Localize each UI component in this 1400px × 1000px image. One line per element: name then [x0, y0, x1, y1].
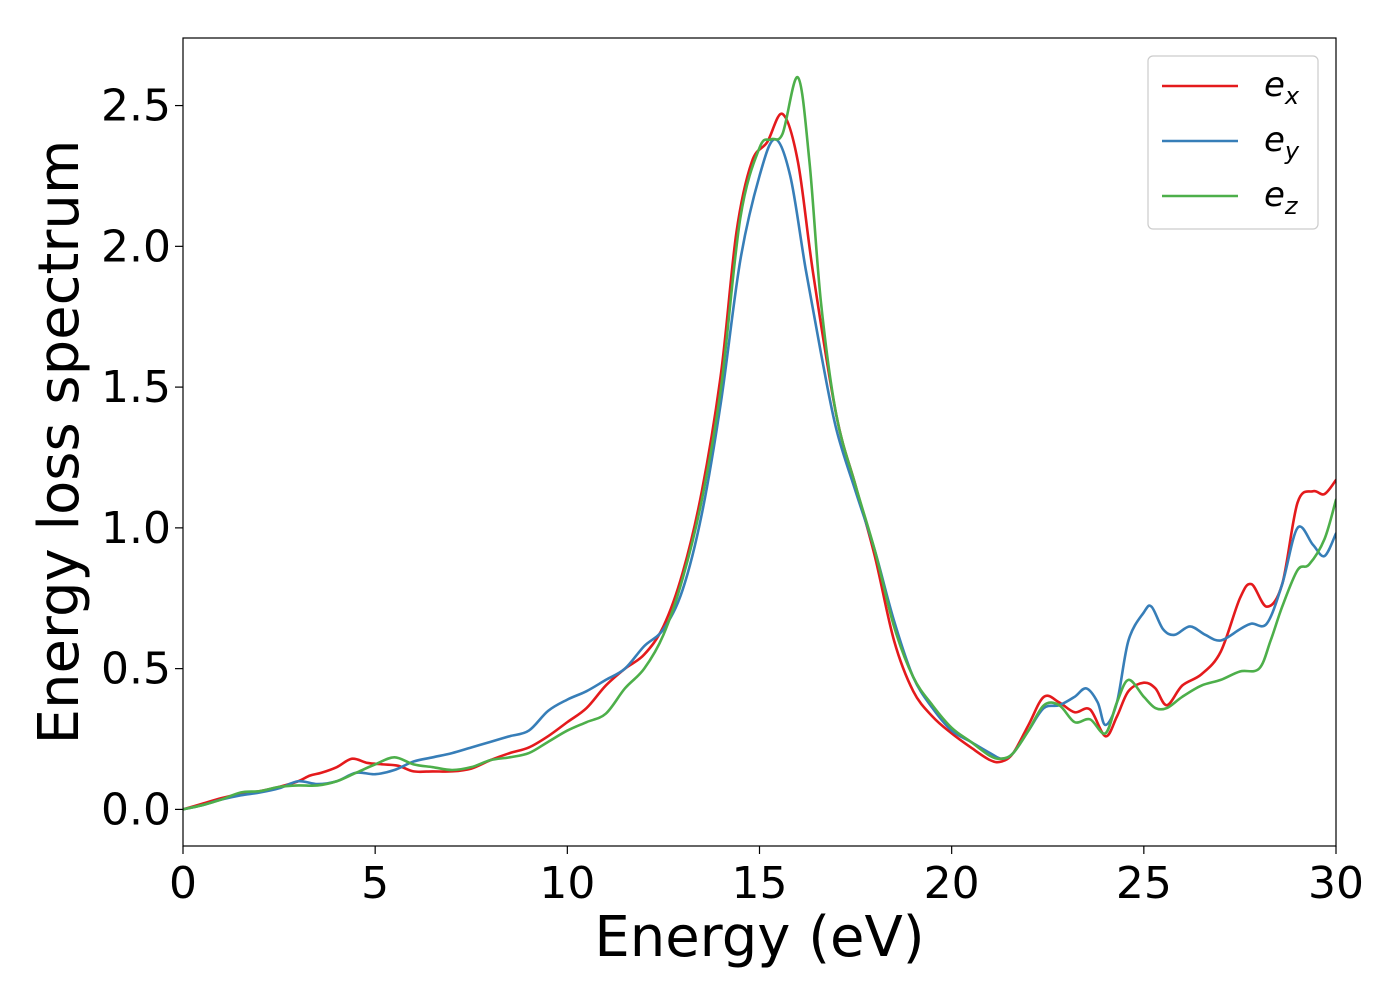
legend: ex ey ez [1147, 55, 1319, 230]
legend-label-x: ex [1264, 65, 1300, 110]
x-tick-label: 20 [924, 858, 980, 909]
plot-lines [183, 76, 1336, 811]
y-tick-label: 0.0 [101, 784, 171, 835]
y-tick-label: 1.5 [101, 362, 171, 413]
legend-label-y: ey [1264, 120, 1300, 165]
x-tick-label: 0 [169, 858, 197, 909]
series-line-x [183, 112, 1336, 811]
y-tick-label: 0.5 [101, 644, 171, 695]
legend-label-z: ez [1264, 175, 1299, 220]
x-tick-label: 10 [539, 858, 595, 909]
x-tick-label: 15 [732, 858, 788, 909]
y-axis-title: Energy loss spectrum [27, 140, 92, 745]
y-axis: 0.0 0.5 1.0 1.5 2.0 2.5 [101, 81, 183, 835]
x-tick-label: 25 [1116, 858, 1172, 909]
series-line-z [183, 76, 1336, 811]
y-tick-label: 2.5 [101, 81, 171, 132]
x-tick-label: 5 [361, 858, 389, 909]
x-axis-title: Energy (eV) [594, 905, 924, 970]
legend-box [1147, 55, 1319, 230]
y-tick-label: 1.0 [101, 503, 171, 554]
x-axis: 0 5 10 15 20 25 30 [169, 846, 1364, 909]
x-tick-label: 30 [1308, 858, 1364, 909]
y-tick-label: 2.0 [101, 221, 171, 272]
